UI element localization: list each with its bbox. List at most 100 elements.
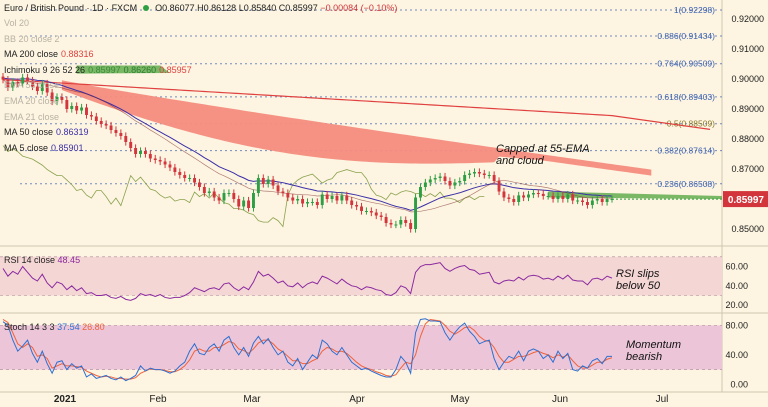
candle-body — [143, 151, 147, 154]
rsi-legend-value: 48.45 — [57, 255, 81, 265]
candle-body — [374, 212, 378, 216]
candle-body — [414, 197, 418, 229]
ichimoku-base-line — [2, 79, 613, 213]
legend-ma-5-close[interactable]: MA 5 close 0.85901 — [4, 143, 87, 154]
candle-body — [325, 194, 329, 199]
candle-body — [276, 185, 280, 192]
legend-label: Vol 20 — [4, 18, 30, 28]
legend-value: 0.86260 — [123, 64, 157, 75]
candle-body — [247, 200, 251, 208]
candle-body — [355, 205, 359, 207]
candle-body — [379, 215, 383, 217]
price-tick-label: 0.91000 — [731, 44, 764, 54]
ma200-line — [2, 79, 711, 130]
candle-body — [256, 178, 260, 193]
candle-body — [541, 193, 545, 196]
candle-body — [522, 195, 526, 198]
candle-body — [590, 200, 594, 205]
legend-bb-20-close-2[interactable]: BB 20 close 2 — [4, 34, 63, 45]
stoch-tick-label: 0.00 — [730, 379, 748, 389]
candle-body — [453, 182, 457, 186]
last-price-label: 0.85997 — [728, 195, 765, 206]
candle-body — [335, 196, 339, 201]
legend-ma-200-close[interactable]: MA 200 close 0.88316 — [4, 49, 97, 60]
symbol-title[interactable]: Euro / British Pound — [4, 3, 85, 13]
candle-body — [364, 211, 368, 212]
candle-body — [423, 182, 427, 187]
stoch-legend-d: 26.80 — [82, 322, 105, 332]
interval-label[interactable]: 1D — [92, 3, 104, 13]
rsi-legend[interactable]: RSI 14 close 48.45 — [4, 255, 80, 265]
stoch-legend-label: Stoch 14 3 3 — [4, 322, 55, 332]
candle-body — [1, 76, 5, 80]
candle-body — [153, 158, 157, 160]
legend-ichimoku-9-26-52-26[interactable]: Ichimoku 9 26 52 26 0.85997 0.86260 0.85957 — [4, 65, 195, 76]
ohlc-high: H0.86128 — [197, 3, 237, 13]
candle-body — [502, 191, 506, 198]
candle-body — [418, 187, 422, 198]
candle-body — [487, 175, 491, 176]
time-tick-label: Apr — [349, 394, 365, 405]
time-tick-label: Feb — [149, 394, 167, 405]
candle-body — [242, 200, 246, 207]
candle-body — [409, 223, 413, 229]
legend-ema-55-close[interactable]: EMA 55 close — [4, 80, 62, 91]
stoch-k-line — [2, 318, 612, 382]
stoch-tick-label: 40.00 — [725, 350, 748, 360]
candle-body — [296, 199, 300, 201]
ohlc-change: −0.00084 (−0.10%) — [320, 3, 398, 13]
legend-value: 0.88316 — [61, 49, 94, 60]
candle-body — [399, 220, 403, 225]
ohlc-low: L0.85840 — [238, 3, 277, 13]
price-tick-label: 0.89000 — [731, 104, 764, 114]
candle-body — [404, 220, 408, 223]
legend-ema-21-close[interactable]: EMA 21 close — [4, 112, 62, 123]
price-tick-label: 0.87000 — [731, 164, 764, 174]
candle-body — [477, 172, 481, 174]
candle-body — [438, 176, 442, 178]
legend-vol-20[interactable]: Vol 20 — [4, 18, 32, 29]
candle-body — [492, 175, 496, 181]
stoch-legend[interactable]: Stoch 14 3 3 37.54 26.80 — [4, 322, 105, 332]
legend-ma-50-close[interactable]: MA 50 close 0.86319 — [4, 127, 92, 138]
legend-ema-20-close[interactable]: EMA 20 close — [4, 96, 62, 107]
candle-body — [281, 191, 285, 193]
price-tick-label: 0.92000 — [731, 14, 764, 24]
candle-body — [109, 125, 113, 130]
annotation-capped: Capped at 55-EMA and cloud — [496, 143, 590, 167]
candle-body — [271, 179, 275, 186]
candle-body — [45, 83, 49, 93]
last-price-badge — [723, 191, 768, 208]
candle-body — [468, 173, 472, 175]
legend-label: Ichimoku 9 26 52 26 — [4, 64, 86, 75]
fib-level-label: 0.382(0.87614) — [657, 146, 715, 156]
candle-body — [134, 148, 138, 154]
ichimoku-cloud-bullish — [548, 191, 722, 199]
candle-body — [75, 106, 79, 111]
candle-body — [389, 223, 393, 225]
fib-level-label: 0.764(0.90509) — [657, 59, 715, 69]
candle-body — [443, 176, 447, 181]
candle-body — [11, 82, 15, 88]
legend-value: 0.85997 — [88, 64, 121, 75]
exchange-label: FXCM — [111, 3, 138, 13]
ohlc-open: O0.86077 — [155, 3, 195, 13]
candle-body — [585, 202, 589, 205]
candle-body — [183, 175, 187, 178]
candle-body — [428, 179, 432, 183]
candle-body — [55, 97, 59, 102]
candle-body — [433, 178, 437, 180]
fib-level-label: 1(0.92298) — [674, 5, 715, 15]
candle-body — [291, 197, 295, 201]
candle-body — [458, 181, 462, 183]
candle-body — [561, 196, 565, 199]
candle-body — [252, 193, 255, 208]
candle-body — [217, 197, 221, 201]
candle-body — [286, 193, 290, 198]
chart-header: Euro / British Pound · 1D · FXCM O0.8607… — [4, 3, 398, 13]
candle-body — [158, 160, 162, 162]
legend-label: MA 200 close — [4, 49, 59, 60]
candle-body — [119, 133, 123, 136]
candle-body — [536, 193, 540, 194]
